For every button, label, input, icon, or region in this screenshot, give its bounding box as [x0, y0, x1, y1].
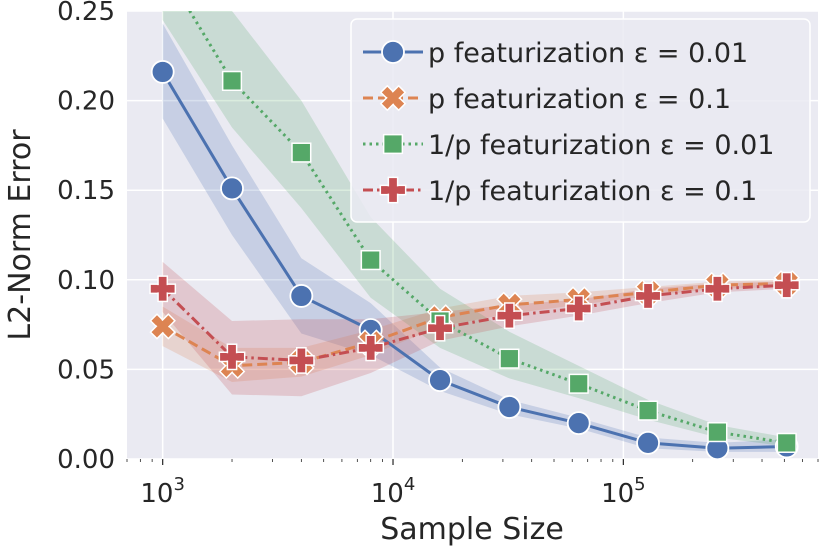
- data-point: [379, 176, 407, 204]
- legend-item: 1/p featurization ε = 0.1: [363, 176, 757, 207]
- series-line: [161, 71, 787, 450]
- data-point: [218, 343, 246, 371]
- x-tick-label: 103: [140, 474, 185, 509]
- data-point: [499, 348, 520, 369]
- x-tick-label: 104: [371, 474, 416, 509]
- y-tick-labels: 0.00 0.05 0.10 0.15 0.20 0.25: [57, 0, 115, 475]
- data-point: [566, 411, 591, 436]
- data-point: [360, 249, 381, 271]
- y-tick-label: 0.05: [57, 355, 115, 385]
- legend-label: p featurization ε = 0.1: [428, 84, 731, 115]
- legend-label: 1/p featurization ε = 0.01: [428, 130, 774, 161]
- data-point: [379, 84, 407, 112]
- data-point: [381, 40, 405, 64]
- data-point: [637, 400, 659, 421]
- y-axis-label: L2-Norm Error: [3, 129, 38, 341]
- legend: p featurization ε = 0.01 p featurization …: [350, 18, 811, 223]
- confidence-band: [162, 23, 787, 452]
- data-point: [287, 347, 315, 374]
- x-tick-labels: 103 104 105: [140, 474, 645, 509]
- data-point: [221, 70, 243, 91]
- data-point: [289, 284, 314, 308]
- x-axis-label: Sample Size: [380, 512, 564, 547]
- series-lines: [161, 11, 787, 450]
- y-tick-label: 0.10: [57, 266, 115, 296]
- data-point: [776, 432, 797, 453]
- data-point: [382, 133, 404, 155]
- y-tick-label: 0.20: [57, 87, 115, 117]
- confidence-band: [162, 11, 787, 447]
- data-point: [773, 271, 801, 299]
- y-tick-label: 0.15: [57, 176, 115, 206]
- data-point: [495, 302, 523, 330]
- data-point: [149, 313, 176, 340]
- series-line: [161, 281, 787, 368]
- data-point: [707, 422, 728, 443]
- series-line: [161, 283, 787, 362]
- data-point: [497, 395, 522, 419]
- legend-item: p featurization ε = 0.01: [363, 38, 748, 69]
- data-point: [149, 275, 177, 303]
- y-tick-label: 0.25: [57, 0, 115, 27]
- data-point: [426, 314, 454, 342]
- x-tick-label: 105: [601, 474, 646, 509]
- legend-label: p featurization ε = 0.01: [428, 38, 748, 69]
- data-point: [357, 334, 385, 362]
- y-tick-label: 0.00: [57, 445, 115, 475]
- data-point: [636, 430, 660, 455]
- data-point: [220, 176, 244, 201]
- data-point: [428, 368, 452, 393]
- legend-label: 1/p featurization ε = 0.1: [428, 176, 757, 207]
- data-point: [565, 295, 593, 322]
- data-point: [568, 373, 589, 394]
- data-point: [291, 142, 312, 163]
- series-markers: [149, 60, 801, 459]
- legend-box: [350, 18, 811, 223]
- legend-item: p featurization ε = 0.1: [363, 84, 731, 115]
- legend-item: 1/p featurization ε = 0.01: [363, 130, 774, 161]
- series-line: [188, 11, 787, 445]
- data-point: [703, 275, 731, 303]
- data-point: [634, 282, 662, 310]
- data-point: [150, 60, 175, 84]
